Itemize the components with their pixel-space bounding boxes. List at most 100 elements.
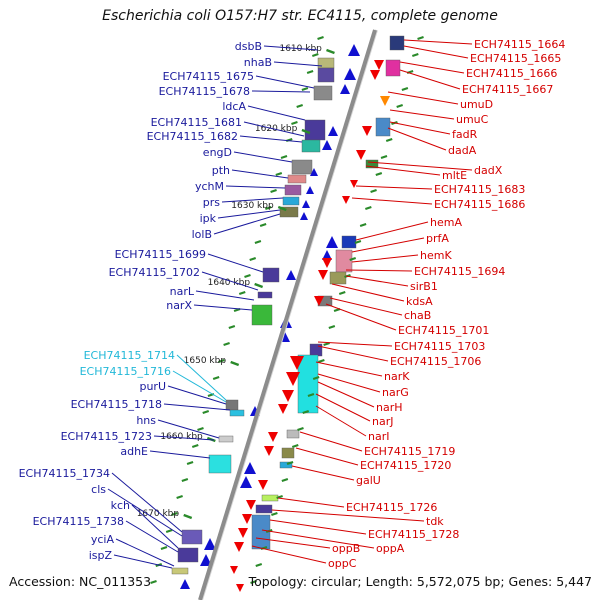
right-gene-label[interactable]: ECH74115_1694 [414, 265, 505, 278]
left-gene-label[interactable]: prs [203, 196, 221, 209]
left-gene-label[interactable]: ychM [195, 180, 224, 193]
right-gene-label[interactable]: umuC [456, 113, 489, 126]
right-gene-label[interactable]: narH [376, 401, 403, 414]
right-leader-line [317, 381, 375, 408]
left-gene-label[interactable]: ECH74115_1714 [84, 349, 175, 362]
left-gene-label[interactable]: ldcA [222, 100, 246, 113]
right-gene-label[interactable]: ECH74115_1719 [364, 445, 455, 458]
right-gene-label[interactable]: hemA [430, 216, 462, 229]
right-gene-label[interactable]: ECH74115_1701 [398, 324, 489, 337]
right-leader-line [317, 345, 389, 362]
left-gene-label[interactable]: engD [203, 146, 232, 159]
left-gene-label[interactable]: dsbB [235, 40, 262, 53]
track-tick [318, 358, 325, 364]
left-gene-label[interactable]: narX [166, 299, 192, 312]
right-gene-label[interactable]: oppB [332, 542, 360, 555]
right-gene-label[interactable]: tdk [426, 515, 444, 528]
gene-block [317, 57, 335, 69]
gene-block [251, 304, 273, 326]
left-gene-label[interactable]: ipk [200, 212, 217, 225]
track-tick [212, 375, 220, 381]
right-gene-label[interactable]: hemK [420, 249, 452, 262]
right-gene-label[interactable]: ECH74115_1728 [368, 528, 459, 541]
right-gene-label[interactable]: umuD [460, 98, 493, 111]
left-gene-label[interactable]: nhaB [244, 56, 272, 69]
reverse-strand-arrow [340, 84, 350, 94]
right-gene-label[interactable]: kdsA [406, 295, 433, 308]
left-leader-line [167, 385, 227, 405]
kbp-tick-mark [301, 128, 311, 135]
right-leader-line [399, 61, 465, 74]
left-gene-label[interactable]: ECH74115_1682 [147, 130, 238, 143]
left-gene-label[interactable]: pth [212, 164, 230, 177]
right-gene-label[interactable]: narI [368, 430, 389, 443]
left-gene-label[interactable]: ECH74115_1699 [115, 248, 206, 261]
forward-strand-arrow [236, 584, 244, 592]
gene-block [281, 447, 295, 459]
left-gene-label[interactable]: ECH74115_1716 [80, 365, 171, 378]
left-gene-label[interactable]: cls [91, 483, 106, 496]
track-tick [186, 460, 194, 466]
right-leader-line [355, 221, 429, 241]
right-gene-label[interactable]: ECH74115_1703 [394, 340, 485, 353]
left-leader-line [273, 61, 323, 67]
right-gene-label[interactable]: galU [356, 474, 381, 487]
right-gene-label[interactable]: narK [384, 370, 410, 383]
right-leader-line [367, 161, 473, 171]
left-gene-label[interactable]: hns [136, 414, 156, 427]
track-tick [396, 103, 404, 109]
left-gene-label[interactable]: ECH74115_1734 [19, 467, 110, 480]
right-gene-label[interactable]: dadA [448, 144, 477, 157]
track-tick [244, 273, 251, 279]
right-gene-label[interactable]: oppC [328, 557, 357, 570]
right-gene-label[interactable]: dadX [474, 164, 503, 177]
left-gene-label[interactable]: adhE [120, 445, 148, 458]
right-gene-label[interactable]: mltE [442, 169, 467, 182]
right-gene-label[interactable]: ECH74115_1686 [434, 198, 525, 211]
right-gene-label[interactable]: ECH74115_1667 [462, 83, 553, 96]
map-title: Escherichia coli O157:H7 str. EC4115, co… [102, 8, 498, 24]
right-gene-label[interactable]: prfA [426, 232, 449, 245]
gene-block [284, 184, 302, 196]
track-tick [228, 324, 236, 330]
left-gene-label[interactable]: ECH74115_1738 [33, 515, 124, 528]
left-gene-label[interactable]: ECH74115_1675 [163, 70, 254, 83]
left-gene-label[interactable]: ECH74115_1702 [109, 266, 200, 279]
track-tick [181, 477, 189, 483]
right-gene-label[interactable]: fadR [452, 128, 478, 141]
left-leader-line [207, 253, 264, 273]
right-gene-label[interactable]: sirB1 [410, 280, 438, 293]
right-gene-label[interactable]: ECH74115_1666 [466, 67, 557, 80]
left-gene-label[interactable]: yciA [91, 533, 115, 546]
left-gene-label[interactable]: purU [139, 380, 166, 393]
right-gene-label[interactable]: oppA [376, 542, 405, 555]
right-gene-label[interactable]: ECH74115_1706 [390, 355, 481, 368]
left-leader-line [153, 435, 215, 441]
right-gene-label[interactable]: ECH74115_1720 [360, 459, 451, 472]
right-gene-label[interactable]: narJ [372, 415, 393, 428]
reverse-strand-arrow [200, 554, 212, 566]
track-tick [259, 222, 267, 228]
left-gene-label[interactable]: narL [170, 285, 195, 298]
kbp-tick-mark [326, 48, 335, 55]
right-leader-line [387, 91, 459, 105]
left-gene-label[interactable]: ECH74115_1681 [151, 116, 242, 129]
right-gene-label[interactable]: ECH74115_1726 [346, 501, 437, 514]
left-leader-line [193, 304, 253, 311]
forward-strand-arrow [238, 528, 248, 538]
right-gene-label[interactable]: narG [382, 386, 409, 399]
left-gene-label[interactable]: ECH74115_1678 [159, 85, 250, 98]
right-gene-label[interactable]: ECH74115_1664 [474, 38, 565, 51]
left-gene-label[interactable]: ispZ [89, 549, 113, 562]
left-gene-label[interactable]: lolB [192, 228, 212, 241]
gene-block [297, 354, 319, 414]
right-gene-label[interactable]: ECH74115_1665 [470, 52, 561, 65]
left-gene-label[interactable]: ECH74115_1723 [61, 430, 152, 443]
reverse-strand-arrow [300, 212, 308, 220]
left-gene-label[interactable]: ECH74115_1718 [71, 398, 162, 411]
left-gene-label[interactable]: kch [111, 499, 130, 512]
right-gene-label[interactable]: ECH74115_1683 [434, 183, 525, 196]
right-gene-label[interactable]: chaB [404, 309, 431, 322]
track-tick [401, 86, 409, 92]
